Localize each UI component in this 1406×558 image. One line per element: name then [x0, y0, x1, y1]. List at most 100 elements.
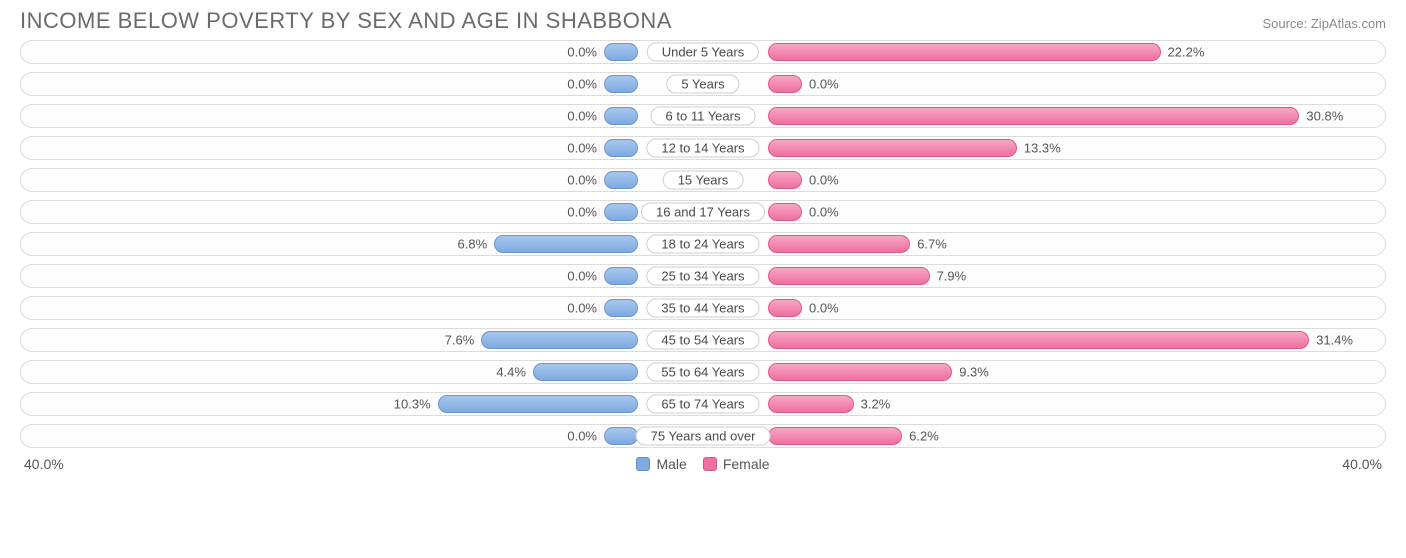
- male-bar: 0.0%: [604, 203, 638, 221]
- male-value-label: 0.0%: [567, 109, 597, 124]
- row-category-label: 55 to 64 Years: [646, 363, 759, 382]
- male-value-label: 0.0%: [567, 141, 597, 156]
- chart-row: 7.6% 31.4% 45 to 54 Years: [20, 328, 1386, 352]
- row-left-half: 6.8%: [23, 235, 703, 253]
- male-bar: 7.6%: [481, 331, 638, 349]
- male-value-label: 4.4%: [496, 365, 526, 380]
- male-bar: 10.3%: [438, 395, 638, 413]
- female-bar: 13.3%: [768, 139, 1017, 157]
- row-right-half: 7.9%: [703, 267, 1383, 285]
- male-value-label: 6.8%: [458, 237, 488, 252]
- row-right-half: 0.0%: [703, 75, 1383, 93]
- row-left-half: 10.3%: [23, 395, 703, 413]
- row-right-half: 22.2%: [703, 43, 1383, 61]
- female-bar: 0.0%: [768, 171, 802, 189]
- row-left-half: 0.0%: [23, 267, 703, 285]
- female-value-label: 13.3%: [1024, 141, 1061, 156]
- row-left-half: 0.0%: [23, 203, 703, 221]
- chart-row: 0.0% 22.2% Under 5 Years: [20, 40, 1386, 64]
- row-category-label: 35 to 44 Years: [646, 299, 759, 318]
- female-bar: 3.2%: [768, 395, 854, 413]
- chart-row: 0.0%6.2%75 Years and over: [20, 424, 1386, 448]
- male-bar: 0.0%: [604, 171, 638, 189]
- legend-item: Female: [703, 456, 770, 472]
- row-right-half: 31.4%: [703, 331, 1383, 349]
- legend-swatch: [636, 457, 650, 471]
- row-category-label: 18 to 24 Years: [646, 235, 759, 254]
- row-category-label: 5 Years: [666, 75, 739, 94]
- male-value-label: 0.0%: [567, 429, 597, 444]
- female-bar: 31.4%: [768, 331, 1309, 349]
- legend-label: Male: [656, 456, 686, 472]
- row-right-half: 0.0%: [703, 299, 1383, 317]
- row-left-half: 0.0%: [23, 43, 703, 61]
- female-value-label: 3.2%: [861, 397, 891, 412]
- row-left-half: 0.0%: [23, 171, 703, 189]
- female-bar: 6.7%: [768, 235, 910, 253]
- legend-swatch: [703, 457, 717, 471]
- chart-row: 0.0% 0.0% 35 to 44 Years: [20, 296, 1386, 320]
- row-right-half: 0.0%: [703, 203, 1383, 221]
- axis-right-label: 40.0%: [1342, 456, 1382, 472]
- row-category-label: 65 to 74 Years: [646, 395, 759, 414]
- row-category-label: 12 to 14 Years: [646, 139, 759, 158]
- male-bar: 0.0%: [604, 267, 638, 285]
- row-left-half: 4.4%: [23, 363, 703, 381]
- row-right-half: 30.8%: [703, 107, 1383, 125]
- row-category-label: 45 to 54 Years: [646, 331, 759, 350]
- legend-label: Female: [723, 456, 770, 472]
- row-left-half: 0.0%: [23, 75, 703, 93]
- female-value-label: 6.2%: [909, 429, 939, 444]
- female-value-label: 31.4%: [1316, 333, 1353, 348]
- female-bar: 0.0%: [768, 75, 802, 93]
- row-category-label: 16 and 17 Years: [641, 203, 765, 222]
- chart-row: 10.3% 3.2% 65 to 74 Years: [20, 392, 1386, 416]
- female-bar: 0.0%: [768, 203, 802, 221]
- male-bar: 0.0%: [604, 427, 638, 445]
- chart-row: 0.0% 0.0%16 and 17 Years: [20, 200, 1386, 224]
- row-category-label: 6 to 11 Years: [651, 107, 756, 126]
- row-category-label: Under 5 Years: [647, 43, 759, 62]
- row-category-label: 75 Years and over: [636, 427, 771, 446]
- female-bar: 6.2%: [768, 427, 902, 445]
- row-left-half: 0.0%: [23, 107, 703, 125]
- male-value-label: 0.0%: [567, 301, 597, 316]
- row-category-label: 25 to 34 Years: [646, 267, 759, 286]
- row-left-half: 0.0%: [23, 299, 703, 317]
- male-bar: 0.0%: [604, 107, 638, 125]
- male-bar: 0.0%: [604, 139, 638, 157]
- row-right-half: 3.2%: [703, 395, 1383, 413]
- female-value-label: 0.0%: [809, 173, 839, 188]
- chart-row: 6.8% 6.7% 18 to 24 Years: [20, 232, 1386, 256]
- male-value-label: 0.0%: [567, 77, 597, 92]
- female-bar: 22.2%: [768, 43, 1161, 61]
- female-value-label: 0.0%: [809, 77, 839, 92]
- chart-title: INCOME BELOW POVERTY BY SEX AND AGE IN S…: [20, 8, 672, 34]
- male-value-label: 0.0%: [567, 173, 597, 188]
- chart-row: 0.0% 0.0% 15 Years: [20, 168, 1386, 192]
- female-bar: 9.3%: [768, 363, 952, 381]
- row-right-half: 13.3%: [703, 139, 1383, 157]
- row-left-half: 7.6%: [23, 331, 703, 349]
- row-right-half: 6.2%: [703, 427, 1383, 445]
- male-bar: 4.4%: [533, 363, 638, 381]
- chart-row: 0.0% 30.8%6 to 11 Years: [20, 104, 1386, 128]
- male-bar: 0.0%: [604, 43, 638, 61]
- male-value-label: 0.0%: [567, 269, 597, 284]
- row-left-half: 0.0%: [23, 139, 703, 157]
- chart-row: 0.0% 13.3% 12 to 14 Years: [20, 136, 1386, 160]
- female-value-label: 9.3%: [959, 365, 989, 380]
- row-right-half: 9.3%: [703, 363, 1383, 381]
- male-value-label: 0.0%: [567, 45, 597, 60]
- male-value-label: 7.6%: [445, 333, 475, 348]
- row-category-label: 15 Years: [663, 171, 744, 190]
- row-right-half: 6.7%: [703, 235, 1383, 253]
- female-value-label: 0.0%: [809, 301, 839, 316]
- row-right-half: 0.0%: [703, 171, 1383, 189]
- chart-row: 0.0% 0.0% 5 Years: [20, 72, 1386, 96]
- chart-area: 0.0%22.2%Under 5 Years0.0%0.0%5 Years0.0…: [0, 38, 1406, 448]
- female-bar: 0.0%: [768, 299, 802, 317]
- male-value-label: 10.3%: [394, 397, 431, 412]
- chart-row: 4.4% 9.3% 55 to 64 Years: [20, 360, 1386, 384]
- legend-item: Male: [636, 456, 686, 472]
